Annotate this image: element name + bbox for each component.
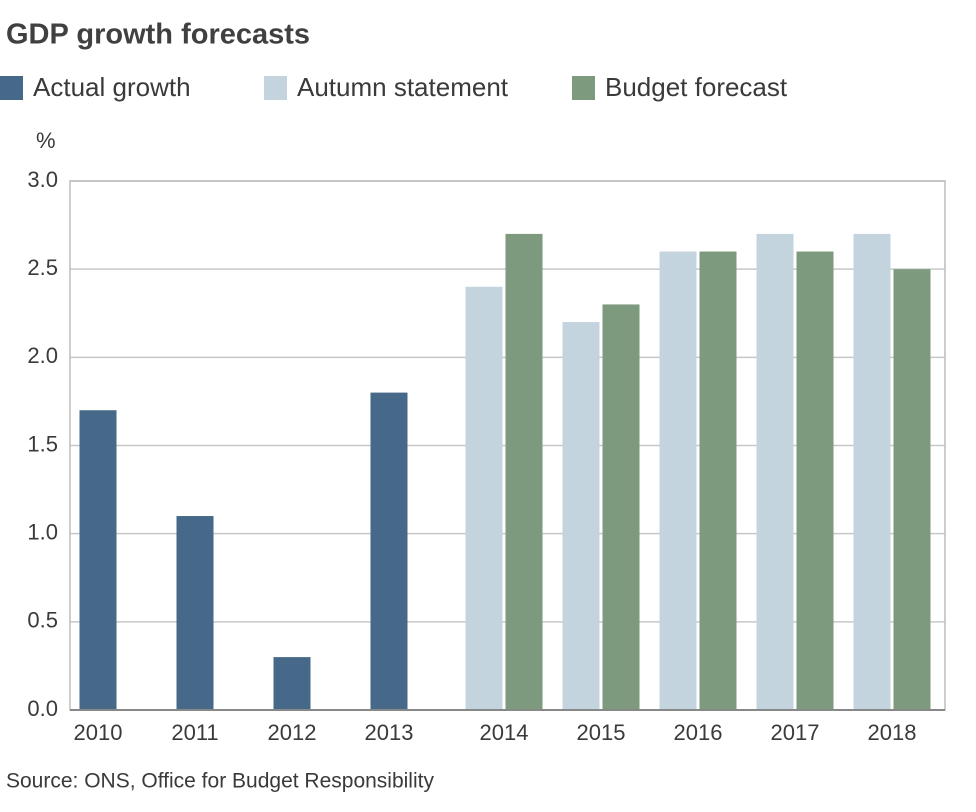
y-tick-label: 3.0 <box>27 167 58 192</box>
x-tick-label: 2010 <box>74 720 123 745</box>
legend-label: Actual growth <box>33 72 191 102</box>
y-tick-label: 2.0 <box>27 343 58 368</box>
bar <box>893 269 931 710</box>
x-tick-label: 2015 <box>577 720 626 745</box>
y-tick-label: 0.5 <box>27 608 58 633</box>
source: Source: ONS, Office for Budget Responsib… <box>6 770 434 793</box>
legend-label: Budget forecast <box>605 72 788 102</box>
x-tick-label: 2011 <box>171 720 218 745</box>
x-tick-label: 2014 <box>480 720 529 745</box>
bar <box>853 233 891 710</box>
bar <box>562 322 600 710</box>
bar <box>505 233 543 710</box>
bar <box>176 516 214 710</box>
bar <box>79 410 117 710</box>
bar <box>659 251 697 711</box>
bar <box>602 304 640 710</box>
legend-swatch <box>572 76 595 100</box>
bar <box>699 251 737 711</box>
bar <box>273 657 311 710</box>
bar <box>756 233 794 710</box>
bar <box>796 251 834 711</box>
x-tick-label: 2018 <box>868 720 917 745</box>
y-tick-label: 0.0 <box>27 696 58 721</box>
chart-title: GDP growth forecasts <box>6 19 310 51</box>
x-tick-label: 2012 <box>268 720 317 745</box>
legend-label: Autumn statement <box>297 72 509 102</box>
x-tick-label: 2017 <box>771 720 820 745</box>
y-tick-label: 2.5 <box>27 255 58 280</box>
y-tick-label: 1.5 <box>27 431 58 456</box>
y-axis-label: % <box>36 128 56 153</box>
y-tick-label: 1.0 <box>27 519 58 544</box>
bar <box>370 392 408 710</box>
legend-swatch <box>0 76 23 100</box>
legend-swatch <box>264 76 287 100</box>
bar <box>465 286 503 710</box>
x-tick-label: 2016 <box>674 720 723 745</box>
x-tick-label: 2013 <box>365 720 414 745</box>
